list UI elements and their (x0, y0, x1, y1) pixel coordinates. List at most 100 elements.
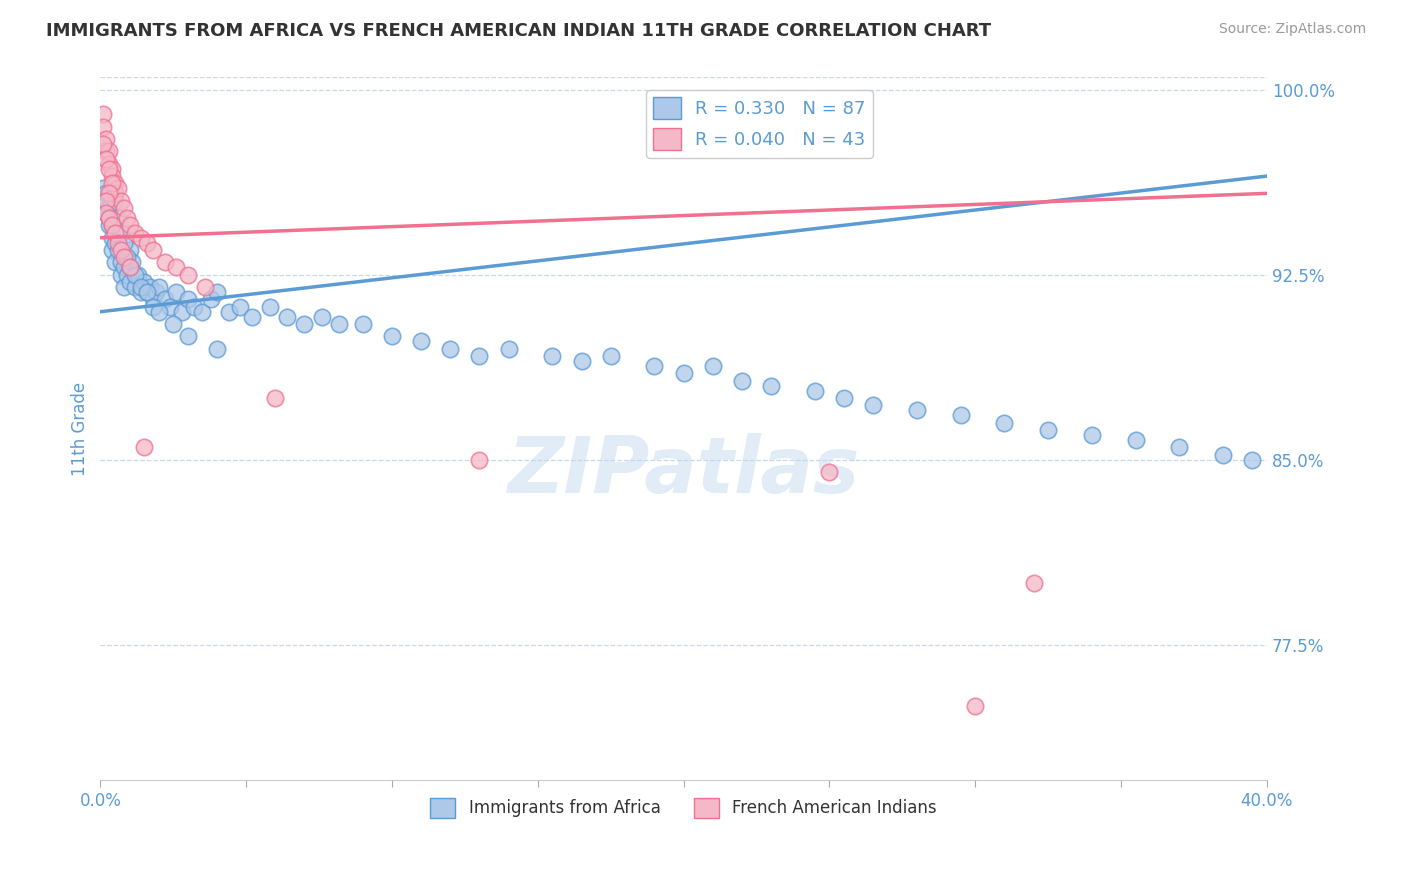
Point (1036, 423, 1059, 437)
Point (98, 211, 121, 225)
Point (96, 132, 118, 146)
Point (177, 293, 200, 307)
Point (1081, 428, 1104, 442)
Point (101, 169, 124, 183)
Point (98, 145, 121, 159)
Point (862, 399, 884, 413)
Point (118, 260, 141, 275)
Y-axis label: 11th Grade: 11th Grade (72, 382, 89, 476)
Point (165, 260, 187, 275)
Point (599, 349, 621, 363)
Point (643, 359, 665, 373)
Point (91, 181, 114, 195)
Point (200, 293, 222, 307)
Point (1241, 452, 1264, 467)
Point (124, 226, 146, 240)
Point (136, 285, 159, 299)
Point (194, 280, 217, 294)
Point (96, 152, 118, 166)
Point (118, 275, 141, 289)
Point (148, 304, 170, 318)
Point (1125, 433, 1147, 447)
Point (468, 452, 491, 467)
Point (112, 260, 135, 275)
Point (993, 416, 1015, 430)
Point (439, 342, 461, 356)
Point (170, 304, 193, 318)
Point (91, 107, 114, 121)
Point (229, 300, 252, 314)
Point (112, 280, 135, 294)
Point (259, 300, 281, 314)
Point (965, 699, 987, 714)
Point (129, 280, 152, 294)
Point (1022, 576, 1045, 591)
Text: Source: ZipAtlas.com: Source: ZipAtlas.com (1219, 22, 1367, 37)
Point (98, 201, 121, 215)
Point (949, 409, 972, 423)
Point (240, 310, 263, 324)
Point (118, 260, 141, 275)
Point (571, 354, 593, 368)
Point (104, 186, 127, 201)
Point (91, 194, 114, 208)
Point (91, 136, 114, 151)
Point (112, 201, 135, 215)
Point (124, 268, 146, 282)
Point (541, 349, 564, 363)
Point (218, 304, 240, 318)
Point (112, 251, 135, 265)
Point (124, 280, 146, 294)
Point (118, 243, 141, 257)
Point (905, 403, 928, 417)
Point (294, 317, 316, 331)
Point (115, 251, 138, 265)
Point (96, 206, 118, 220)
Text: IMMIGRANTS FROM AFRICA VS FRENCH AMERICAN INDIAN 11TH GRADE CORRELATION CHART: IMMIGRANTS FROM AFRICA VS FRENCH AMERICA… (46, 22, 991, 40)
Point (129, 231, 152, 245)
Point (468, 349, 491, 363)
Point (104, 255, 127, 269)
Point (101, 219, 124, 233)
Point (98, 219, 121, 233)
Point (96, 194, 118, 208)
Point (98, 161, 121, 176)
Text: ZIPatlas: ZIPatlas (508, 433, 859, 509)
Point (804, 384, 827, 398)
Point (107, 181, 129, 195)
Point (112, 235, 135, 250)
Point (98, 157, 121, 171)
Point (264, 391, 287, 405)
Point (98, 186, 121, 201)
Point (731, 374, 754, 388)
Point (129, 285, 152, 299)
Point (118, 219, 141, 233)
Point (107, 211, 129, 225)
Point (818, 465, 841, 479)
Point (110, 226, 132, 240)
Point (1212, 448, 1234, 462)
Point (153, 293, 176, 307)
Point (110, 194, 132, 208)
Point (162, 317, 184, 331)
Point (132, 441, 155, 455)
Point (411, 334, 433, 349)
Point (142, 300, 165, 314)
Point (142, 243, 165, 257)
Point (96, 206, 118, 220)
Point (142, 293, 165, 307)
Point (191, 304, 214, 318)
Point (148, 280, 170, 294)
Point (672, 367, 695, 381)
Point (104, 194, 127, 208)
Point (139, 280, 162, 294)
Point (107, 243, 129, 257)
Point (177, 329, 200, 343)
Point (110, 255, 132, 269)
Point (165, 285, 187, 299)
Point (110, 268, 132, 282)
Point (101, 161, 124, 176)
Point (276, 310, 298, 324)
Point (1168, 441, 1191, 455)
Point (101, 177, 124, 191)
